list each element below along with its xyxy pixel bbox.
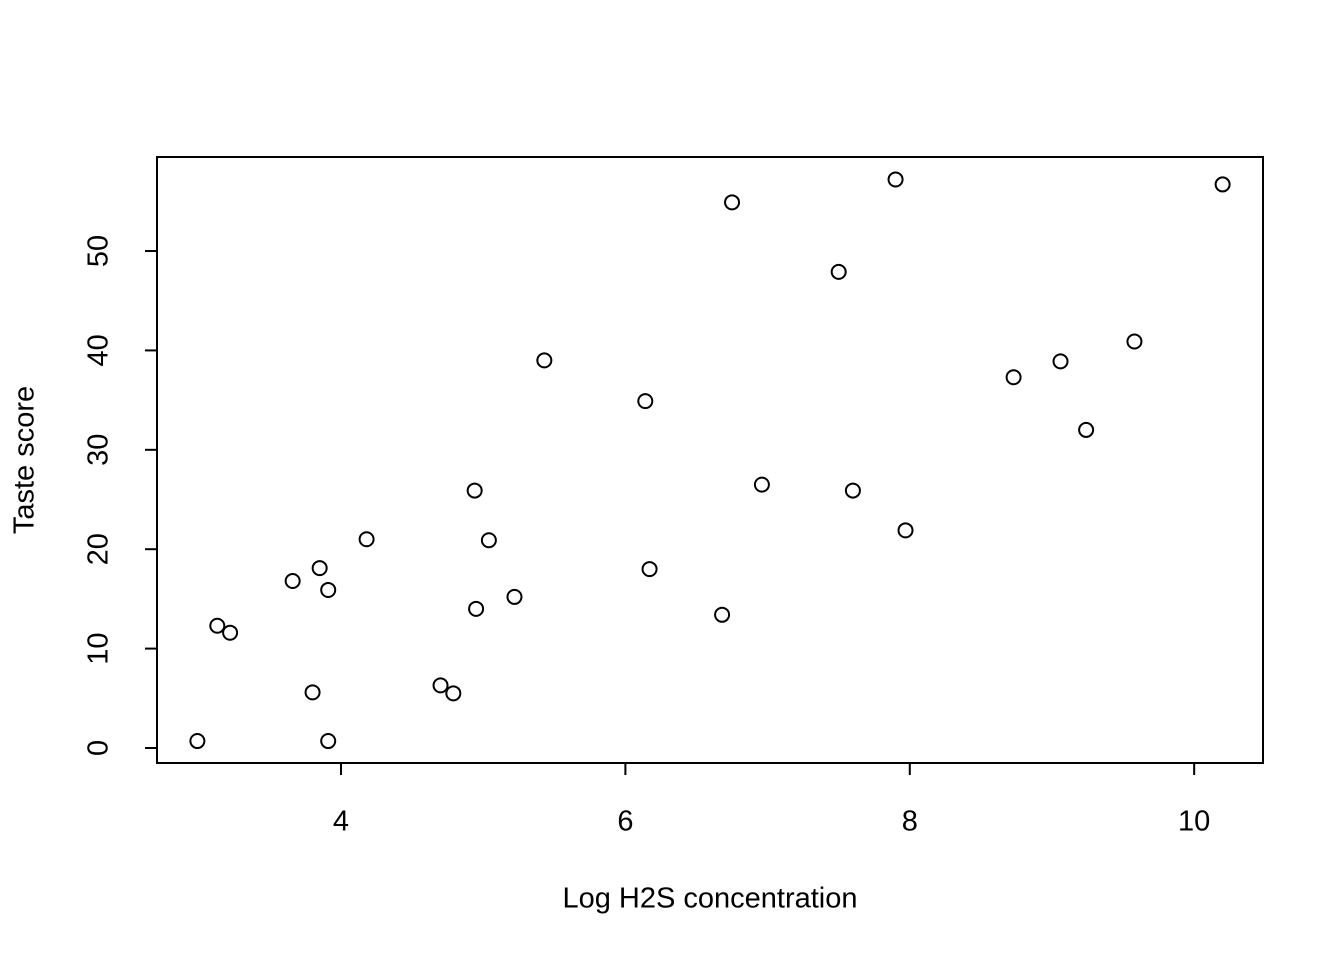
x-tick-label: 8 bbox=[902, 806, 918, 838]
x-tick-label: 10 bbox=[1178, 806, 1210, 838]
point bbox=[432, 677, 449, 694]
point bbox=[536, 352, 553, 369]
point bbox=[844, 482, 861, 499]
point bbox=[641, 561, 658, 578]
point bbox=[209, 617, 226, 634]
y-tick-label: 40 bbox=[83, 334, 115, 366]
x-tick-label: 6 bbox=[617, 806, 633, 838]
point bbox=[506, 588, 523, 605]
point bbox=[1214, 176, 1231, 193]
point bbox=[466, 482, 483, 499]
point bbox=[724, 194, 741, 211]
point bbox=[887, 171, 904, 188]
point bbox=[480, 532, 497, 549]
point bbox=[1005, 369, 1022, 386]
point bbox=[222, 624, 239, 641]
point bbox=[714, 606, 731, 623]
point bbox=[1078, 421, 1095, 438]
y-tick-label: 50 bbox=[83, 235, 115, 267]
point bbox=[320, 581, 337, 598]
point bbox=[753, 476, 770, 493]
y-tick-label: 30 bbox=[83, 434, 115, 466]
point bbox=[637, 393, 654, 410]
point bbox=[311, 560, 328, 577]
point bbox=[189, 733, 206, 750]
y-tick-label: 20 bbox=[83, 533, 115, 565]
plot-frame bbox=[156, 156, 1264, 764]
point bbox=[468, 600, 485, 617]
point bbox=[1052, 353, 1069, 370]
y-tick-label: 0 bbox=[83, 740, 115, 756]
point bbox=[1126, 333, 1143, 350]
point bbox=[445, 685, 462, 702]
x-axis-label: Log H2S concentration bbox=[562, 883, 857, 915]
x-tick-label: 4 bbox=[333, 806, 349, 838]
point bbox=[358, 531, 375, 548]
point bbox=[320, 733, 337, 750]
point bbox=[284, 573, 301, 590]
y-tick-label: 10 bbox=[83, 632, 115, 664]
point bbox=[830, 263, 847, 280]
point bbox=[897, 522, 914, 539]
y-axis-label: Taste score bbox=[9, 386, 41, 534]
point bbox=[304, 684, 321, 701]
